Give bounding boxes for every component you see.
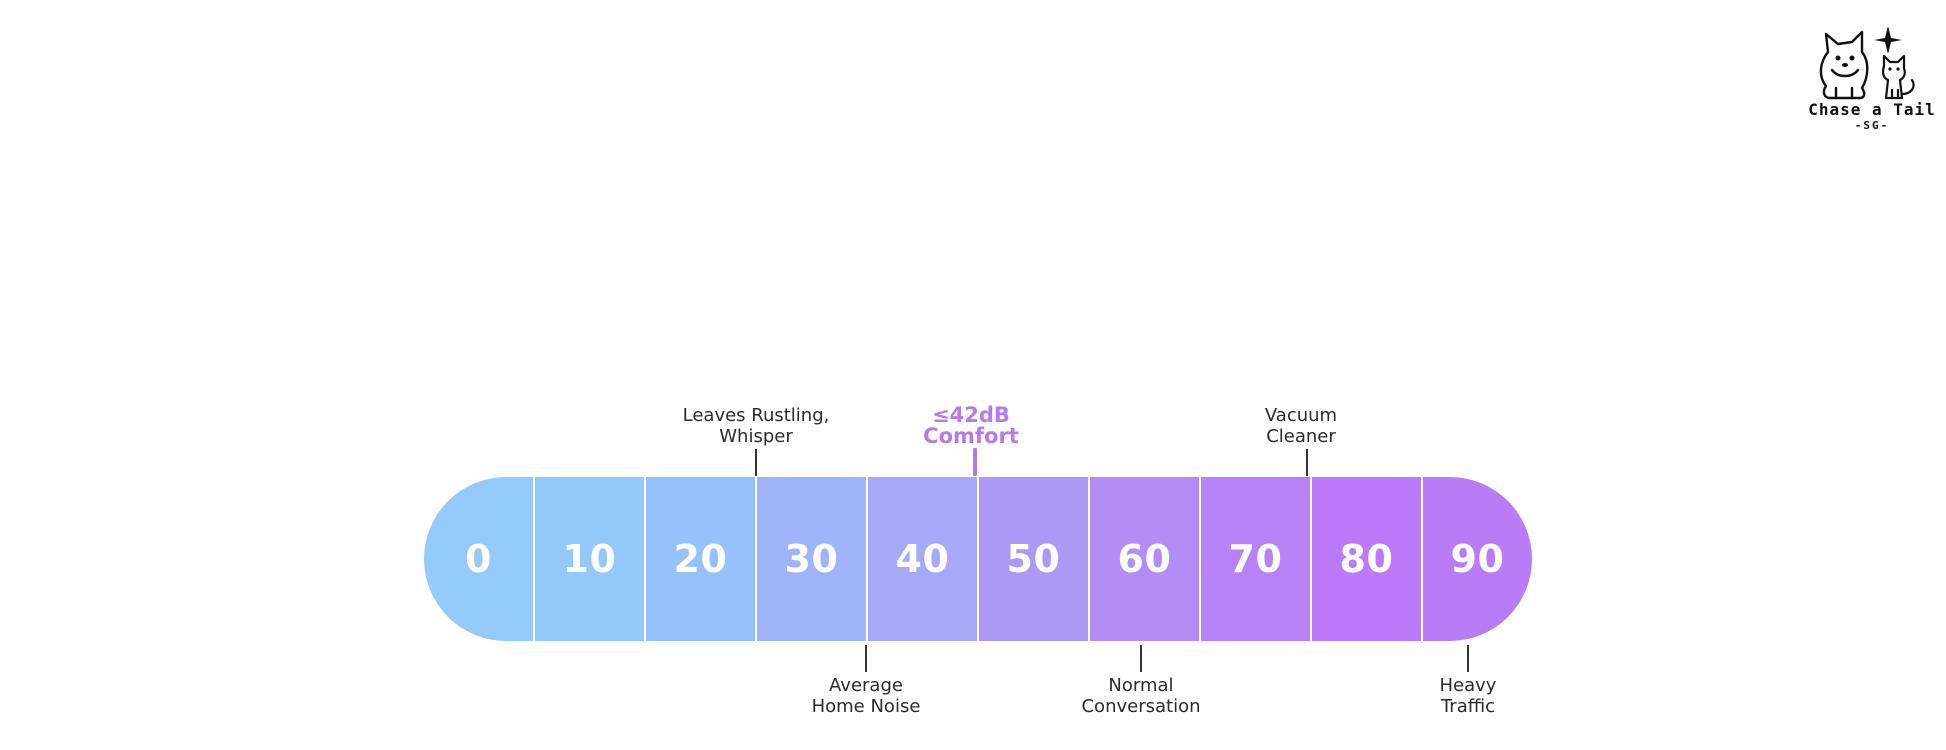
tick-traffic: [1467, 645, 1469, 672]
scale-segment-80: 80: [1312, 477, 1421, 641]
logo-subtitle: -SG-: [1854, 119, 1890, 132]
tick-home-noise: [865, 645, 867, 672]
segment-value: 40: [895, 537, 950, 581]
scale-segment-60: 60: [1090, 477, 1199, 641]
pets-logo-icon: [1819, 26, 1915, 100]
segment-value: 90: [1450, 537, 1505, 581]
segment-value: 0: [465, 537, 492, 581]
tick-conversation: [1140, 645, 1142, 672]
label-conversation: Normal Conversation: [1081, 675, 1201, 717]
scale-segment-30: 30: [757, 477, 866, 641]
scale-segment-0: 0: [424, 477, 533, 641]
scale-segment-70: 70: [1201, 477, 1310, 641]
segment-value: 10: [562, 537, 617, 581]
scale-segment-40: 40: [868, 477, 977, 641]
segment-value: 30: [784, 537, 839, 581]
segment-value: 60: [1117, 537, 1172, 581]
scale-segment-10: 10: [535, 477, 644, 641]
tick-leaves-whisper: [755, 449, 757, 476]
scale-segment-20: 20: [646, 477, 755, 641]
logo-name: Chase a Tail: [1808, 100, 1936, 119]
segment-value: 70: [1228, 537, 1283, 581]
label-traffic: Heavy Traffic: [1439, 675, 1497, 717]
label-leaves-whisper: Leaves Rustling, Whisper: [682, 405, 830, 447]
scale-segment-50: 50: [979, 477, 1088, 641]
segment-value: 20: [673, 537, 728, 581]
scale-segment-90: 90: [1423, 477, 1532, 641]
comfort-threshold-marker: [973, 448, 977, 476]
brand-logo: Chase a Tail -SG-: [1806, 22, 1938, 142]
tick-vacuum-cleaner: [1306, 449, 1308, 476]
segment-value: 50: [1006, 537, 1061, 581]
comfort-threshold-label: ≤42dB Comfort: [923, 403, 1019, 448]
segment-value: 80: [1339, 537, 1394, 581]
label-vacuum-cleaner: Vacuum Cleaner: [1264, 405, 1338, 447]
label-home-noise: Average Home Noise: [811, 675, 921, 717]
